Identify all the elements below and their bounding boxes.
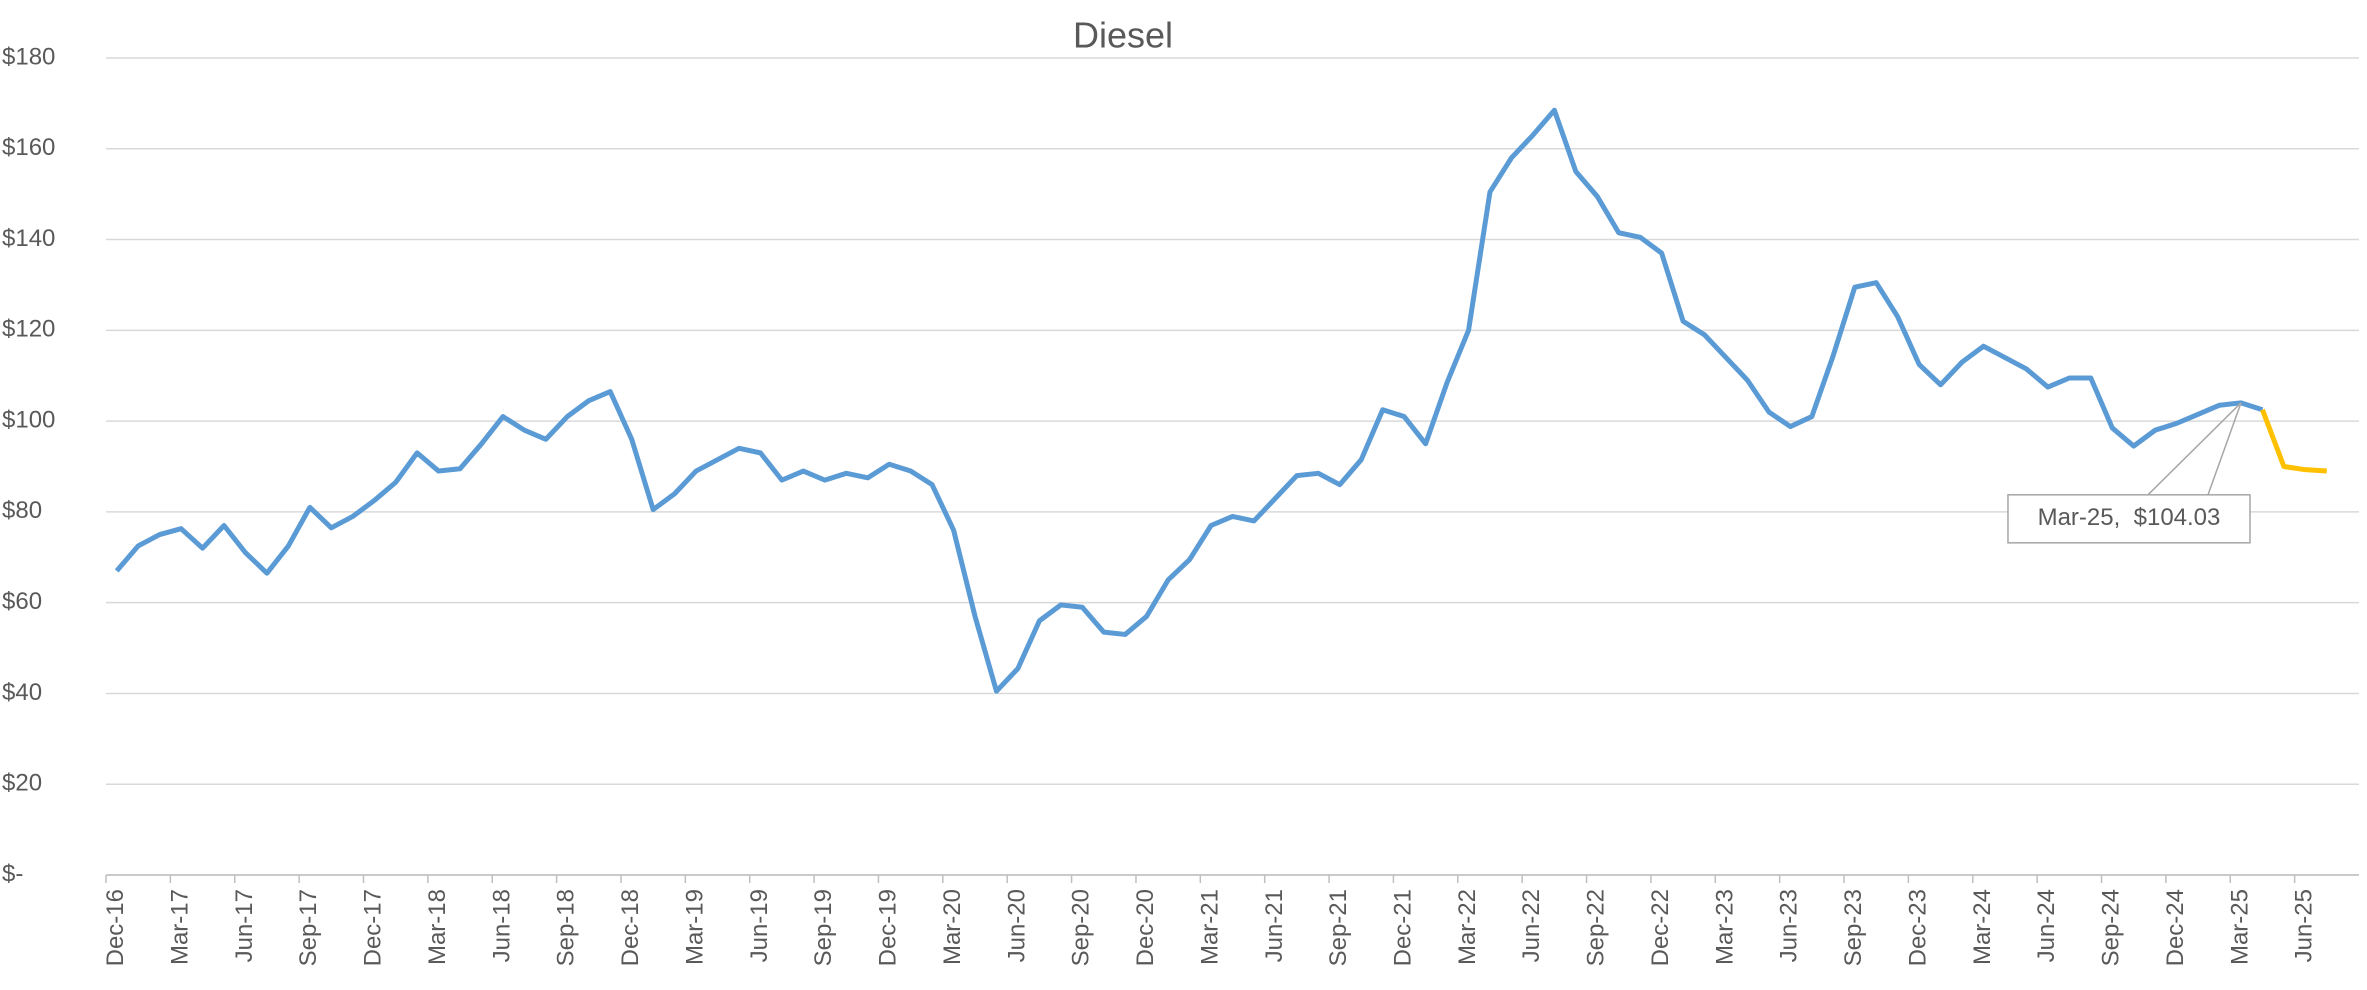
y-tick-label: $80 [2,497,42,524]
x-tick-label: Mar-23 [1711,889,1738,965]
y-tick-label: $40 [2,679,42,706]
y-tick-label: $180 [2,43,55,70]
x-tick-label: Dec-23 [1904,889,1931,966]
y-tick-label: $100 [2,406,55,433]
leader-line [2147,402,2242,496]
x-tick-label: Dec-18 [617,889,644,966]
x-tick-label: Dec-24 [2162,889,2189,966]
x-tick-label: Mar-22 [1454,889,1481,965]
x-tick-label: Jun-24 [2033,889,2060,962]
data-label-text: Mar-25, $104.03 [2038,504,2221,531]
x-tick-label: Dec-17 [360,889,387,966]
y-tick-label: $20 [2,770,42,797]
x-tick-label: Mar-21 [1196,889,1223,965]
x-tick-label: Sep-24 [2098,889,2125,966]
leader-line [2207,402,2242,496]
x-tick-label: Dec-22 [1647,889,1674,966]
x-tick-label: Mar-20 [939,889,966,965]
x-tick-label: Sep-20 [1068,889,1095,966]
x-tick-label: Jun-22 [1518,889,1545,962]
x-tick-label: Jun-18 [488,889,515,962]
x-tick-label: Dec-20 [1132,889,1159,966]
x-tick-label: Jun-19 [746,889,773,962]
x-tick-label: Dec-21 [1390,889,1417,966]
x-tick-label: Sep-21 [1325,889,1352,966]
x-tick-label: Sep-18 [553,889,580,966]
x-tick-label: Dec-16 [102,889,129,966]
chart-title: Diesel [1073,15,1173,56]
x-tick-label: Dec-19 [875,889,902,966]
line-series [114,107,2264,694]
x-tick-label: Sep-17 [295,889,322,966]
data-label: Mar-25, $104.03 [2007,402,2251,544]
x-tick-label: Jun-17 [231,889,258,962]
x-tick-label: Sep-22 [1583,889,1610,966]
y-tick-label: $60 [2,588,42,615]
x-tick-label: Jun-20 [1003,889,1030,962]
y-tick-label: $120 [2,316,55,343]
x-tick-label: Mar-17 [166,889,193,965]
x-tick-label: Sep-23 [1840,889,1867,966]
x-tick-label: Jun-21 [1261,889,1288,962]
x-tick-label: Mar-19 [681,889,708,965]
x-tick-label: Mar-25 [2226,889,2253,965]
x-tick-label: Mar-24 [1969,889,1996,965]
x-tick-label: Jun-25 [2291,889,2318,962]
label-box [2007,494,2251,544]
x-tick-label: Sep-19 [810,889,837,966]
line-series [2260,408,2327,474]
x-tick-label: Jun-23 [1776,889,1803,962]
y-tick-label: $- [2,860,23,887]
y-tick-label: $160 [2,134,55,161]
x-tick-label: Mar-18 [424,889,451,965]
y-tick-label: $140 [2,225,55,252]
